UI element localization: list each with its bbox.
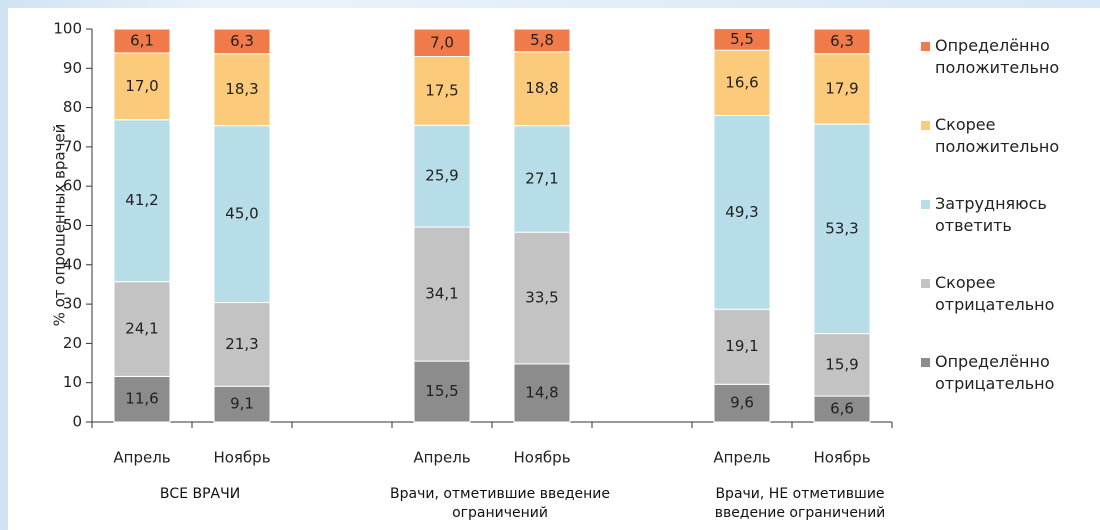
y-tick-label: 100	[53, 20, 82, 38]
x-tick-label: Ноябрь	[213, 449, 270, 467]
value-label: 18,3	[225, 80, 258, 98]
bar-segment	[513, 51, 571, 127]
legend-item: Затрудняюсь ответить	[921, 193, 1095, 237]
y-tick-label: 70	[63, 137, 82, 155]
value-label: 34,1	[425, 285, 458, 303]
bar-segment	[513, 28, 571, 53]
legend-item: Скорее положительно	[921, 114, 1095, 158]
bar-segment	[113, 52, 171, 121]
y-axis-label: % от опрошенных врачей	[51, 124, 69, 327]
bar-segment	[113, 281, 171, 377]
x-tick-label: Апрель	[713, 449, 770, 467]
legend-swatch	[921, 42, 930, 51]
value-label: 5,5	[730, 30, 754, 48]
value-label: 18,8	[525, 79, 558, 97]
bar-segment	[413, 124, 471, 228]
value-label: 19,1	[725, 337, 758, 355]
bar-segment	[813, 333, 871, 397]
value-label: 7,0	[430, 33, 454, 51]
y-tick-label: 40	[63, 255, 82, 273]
value-label: 9,1	[230, 395, 254, 413]
y-tick-label: 30	[63, 295, 82, 313]
x-tick-label: Апрель	[113, 449, 170, 467]
legend-swatch	[921, 200, 930, 209]
bar-segment	[413, 28, 471, 58]
y-tick-label: 20	[63, 334, 82, 352]
value-label: 41,2	[125, 191, 158, 209]
value-label: 16,6	[725, 73, 758, 91]
bar-segment	[813, 395, 871, 423]
value-label: 21,3	[225, 335, 258, 353]
legend-swatch	[921, 358, 930, 367]
bar-segment	[713, 28, 771, 51]
bar-segment	[213, 125, 271, 304]
x-tick-label: Ноябрь	[513, 449, 570, 467]
bar-segment	[213, 53, 271, 127]
y-tick-label: 0	[72, 413, 82, 431]
bar-segment	[513, 363, 571, 423]
x-tick-label: Ноябрь	[813, 449, 870, 467]
value-label: 25,9	[425, 167, 458, 185]
bar-segment	[213, 385, 271, 423]
legend-item: Скорее отрицательно	[921, 272, 1095, 316]
value-label: 6,6	[830, 400, 854, 418]
group-label: ВСЕ ВРАЧИ	[159, 486, 241, 502]
value-label: 27,1	[525, 169, 558, 187]
value-label: 15,9	[825, 355, 858, 373]
value-label: 49,3	[725, 203, 758, 221]
legend-item: Определённо отрицательно	[921, 351, 1095, 395]
y-tick-label: 90	[63, 59, 82, 77]
value-label: 53,3	[825, 219, 858, 237]
value-label: 17,9	[825, 79, 858, 97]
value-label: 33,5	[525, 289, 558, 307]
value-label: 6,1	[130, 31, 154, 49]
bar-segment	[513, 125, 571, 233]
bar-segment	[413, 56, 471, 126]
legend-swatch	[921, 121, 930, 130]
legend-swatch	[921, 279, 930, 288]
value-label: 17,0	[125, 77, 158, 95]
value-label: 15,5	[425, 382, 458, 400]
value-label: 17,5	[425, 81, 458, 99]
bar-segment	[713, 308, 771, 385]
group-label: Врачи, отметившие введение ограничений	[390, 486, 610, 521]
bar-segment	[813, 28, 871, 55]
value-label: 6,3	[230, 32, 254, 50]
bar-segment	[513, 231, 571, 365]
value-label: 6,3	[830, 32, 854, 50]
value-label: 14,8	[525, 383, 558, 401]
value-label: 24,1	[125, 320, 158, 338]
value-label: 5,8	[530, 31, 554, 49]
value-label: 11,6	[125, 390, 158, 408]
legend-item: Определённо положительно	[921, 35, 1095, 79]
y-tick-label: 60	[63, 177, 82, 195]
bar-segment	[113, 119, 171, 283]
y-tick-label: 50	[63, 216, 82, 234]
bar-segment	[213, 302, 271, 387]
y-tick-label: 10	[63, 373, 82, 391]
chart: % от опрошенных врачей 0 10 20 30 40 50 60 70 80…	[51, 20, 893, 467]
value-label: 9,6	[730, 394, 754, 412]
group-label: Врачи, НЕ отметившие введение ограничени…	[714, 486, 886, 521]
x-tick-label: Апрель	[413, 449, 470, 467]
bar-segment	[113, 28, 171, 54]
bar-segment	[213, 28, 271, 55]
y-tick-label: 80	[63, 98, 82, 116]
value-label: 45,0	[225, 205, 258, 223]
bar-segment	[713, 49, 771, 116]
